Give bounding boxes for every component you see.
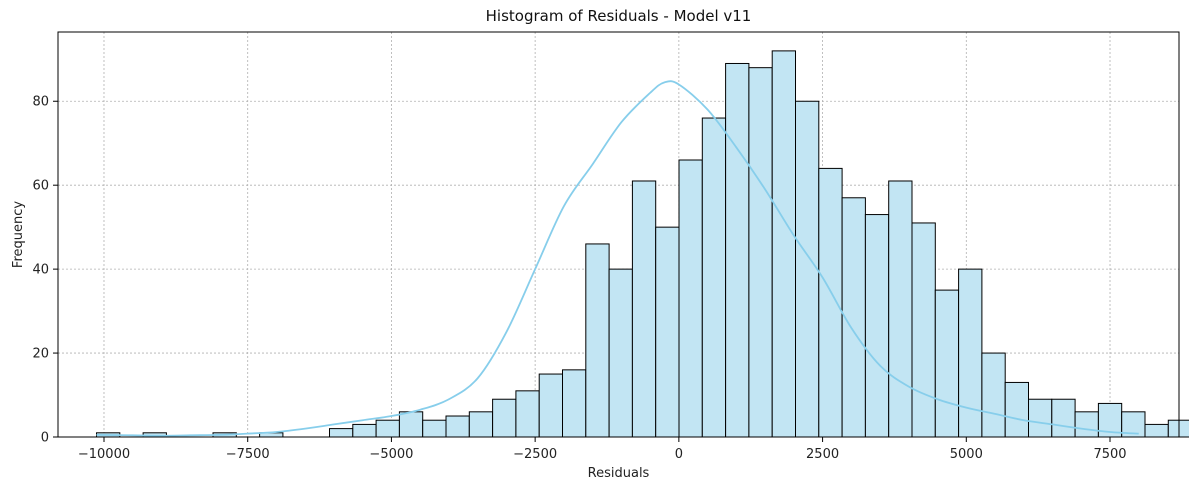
histogram-bar bbox=[329, 428, 354, 438]
histogram-bar bbox=[1027, 398, 1053, 438]
histogram-bar bbox=[538, 373, 564, 438]
y-tick-label: 60 bbox=[32, 179, 49, 194]
histogram-bar bbox=[515, 390, 540, 438]
histogram-bar bbox=[562, 369, 587, 438]
x-tick-label: −10000 bbox=[78, 447, 130, 462]
x-tick-label: 0 bbox=[675, 447, 683, 462]
histogram-bar bbox=[725, 62, 750, 438]
y-tick-label: 40 bbox=[32, 263, 49, 278]
y-tick-label: 0 bbox=[41, 431, 49, 446]
histogram-bar bbox=[398, 411, 424, 438]
histogram-bar bbox=[1074, 411, 1099, 438]
x-tick-label: 5000 bbox=[950, 447, 983, 462]
histogram-bar bbox=[795, 100, 820, 438]
histogram-bar bbox=[468, 411, 494, 438]
histogram-bar bbox=[445, 415, 470, 438]
y-axis-title: Frequency bbox=[11, 201, 26, 268]
kde-layer bbox=[96, 80, 1139, 437]
histogram-bar bbox=[1004, 381, 1029, 438]
histogram-bar bbox=[748, 67, 773, 438]
axis-layer: −10000 −7500 −5000 −2500 0 2500 5000 7500 0 20 40 6… bbox=[32, 31, 1180, 462]
kde-curve bbox=[96, 80, 1139, 437]
histogram-bar bbox=[655, 226, 680, 438]
chart-title: Histogram of Residuals - Model v11 bbox=[486, 7, 752, 25]
histogram-bar bbox=[492, 398, 517, 438]
histogram-bar bbox=[352, 423, 377, 438]
y-tick-label: 80 bbox=[32, 95, 49, 110]
x-tick-label: 2500 bbox=[806, 447, 839, 462]
histogram-bar bbox=[375, 419, 400, 438]
histogram-bar bbox=[1144, 423, 1169, 438]
histogram-bar bbox=[888, 180, 913, 438]
histogram-bar bbox=[631, 180, 657, 438]
histogram-bar bbox=[981, 352, 1006, 438]
histogram-bar bbox=[911, 222, 936, 438]
histogram-bar bbox=[958, 268, 983, 438]
x-tick-label: −5000 bbox=[369, 447, 413, 462]
bar-layer bbox=[96, 50, 1189, 438]
histogram-bar bbox=[608, 268, 633, 438]
plot-frame bbox=[57, 31, 1180, 438]
histogram-bar bbox=[771, 50, 797, 438]
histogram-bar bbox=[422, 419, 447, 438]
histogram-bar bbox=[678, 159, 703, 438]
histogram-bar bbox=[864, 214, 890, 438]
histogram-bar bbox=[585, 243, 610, 438]
y-tick-label: 20 bbox=[32, 347, 49, 362]
x-tick-label: −7500 bbox=[226, 447, 270, 462]
histogram-bar bbox=[934, 289, 960, 438]
histogram-bar bbox=[1051, 398, 1076, 438]
x-tick-label: 7500 bbox=[1093, 447, 1126, 462]
x-axis-title: Residuals bbox=[588, 466, 650, 481]
x-tick-label: −2500 bbox=[513, 447, 557, 462]
histogram-bar bbox=[818, 167, 843, 438]
histogram-bar bbox=[701, 117, 727, 438]
